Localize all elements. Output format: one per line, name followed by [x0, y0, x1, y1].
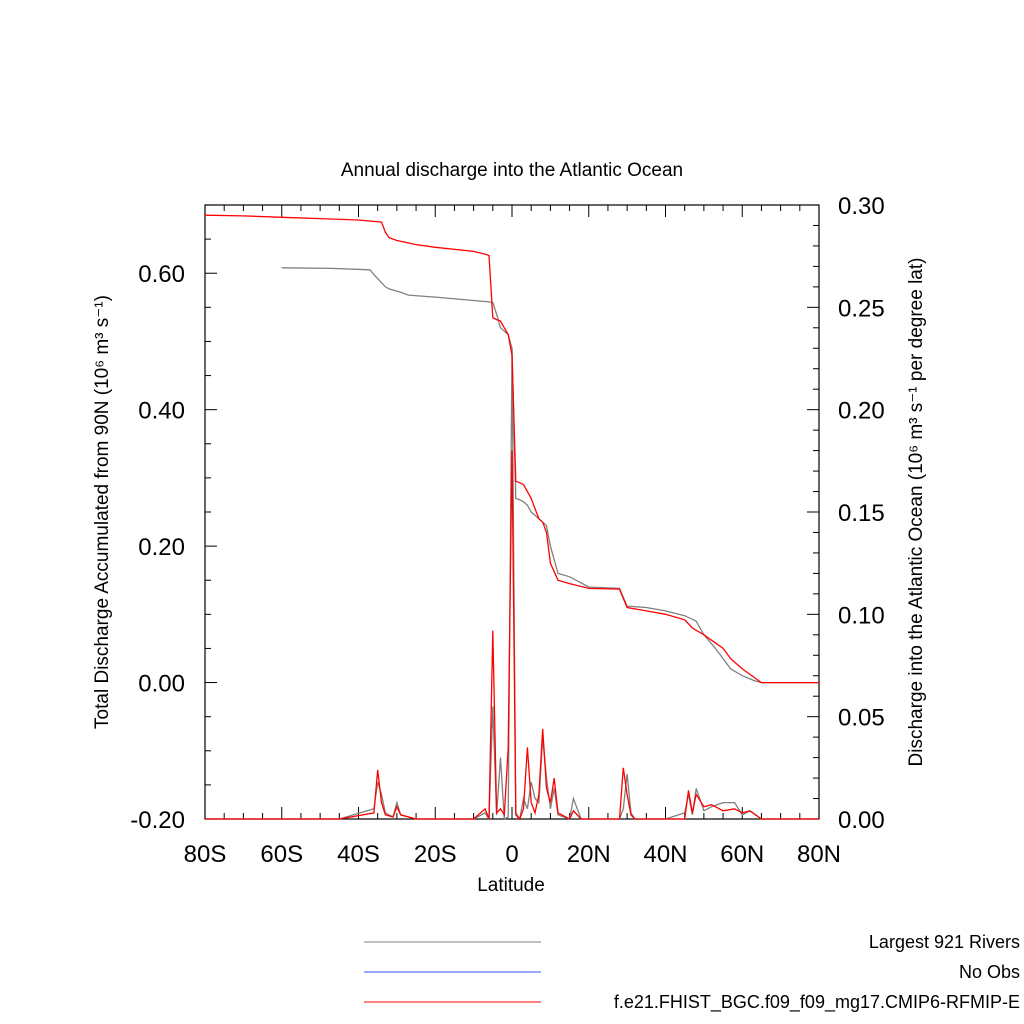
y-right-tick-label: 0.10: [838, 602, 885, 629]
y-right-tick-label: 0.25: [838, 295, 885, 322]
y-right-tick-label: 0.30: [838, 193, 885, 220]
y-right-tick-label: 0.20: [838, 398, 885, 425]
x-tick-label: 80N: [797, 841, 841, 868]
ticks: [204, 204, 820, 820]
legend-label: f.e21.FHIST_BGC.f09_f09_mg17.CMIP6-RFMIP…: [614, 992, 1020, 1013]
y-right-tick-label: 0.05: [838, 705, 885, 732]
y-left-tick-label: 0.00: [138, 671, 185, 698]
y-left-tick-label: 0.60: [138, 261, 185, 288]
per-degree-series-2: [205, 450, 819, 821]
x-tick-label: 0: [505, 841, 518, 868]
x-axis-label: Latitude: [477, 875, 545, 896]
x-tick-label: 60S: [260, 841, 303, 868]
y-right-axis-label: Discharge into the Atlantic Ocean (10⁶ m…: [906, 258, 927, 767]
y-left-tick-label: 0.20: [138, 534, 185, 561]
x-tick-label: 40N: [643, 841, 687, 868]
y-left-tick-label: -0.20: [130, 807, 185, 834]
y-left-axis-label: Total Discharge Accumulated from 90N (10…: [92, 295, 113, 729]
x-tick-label: 20S: [414, 841, 457, 868]
per-degree-series-1: [205, 348, 819, 822]
y-left-tick-label: 0.40: [138, 398, 185, 425]
x-tick-label: 20N: [567, 841, 611, 868]
y-right-tick-label: 0.00: [838, 807, 885, 834]
x-tick-label: 40S: [337, 841, 380, 868]
legend: Largest 921 Rivers No Obs f.e21.FHIST_BGC.…: [364, 932, 1020, 1013]
legend-label: Largest 921 Rivers: [869, 932, 1020, 952]
tick-labels: 80S 60S 40S 20S 0 20N 40N 60N 80N -0.20 0.00 0.20 0.…: [130, 193, 884, 868]
legend-label: No Obs: [959, 962, 1020, 982]
y-right-tick-label: 0.15: [838, 500, 885, 527]
x-tick-label: 60N: [720, 841, 764, 868]
x-tick-label: 80S: [184, 841, 227, 868]
chart-title: Annual discharge into the Atlantic Ocean: [341, 160, 683, 181]
series: [204, 214, 819, 822]
accumulated-series-3: [204, 214, 819, 684]
accumulated-series-1: [281, 267, 819, 684]
